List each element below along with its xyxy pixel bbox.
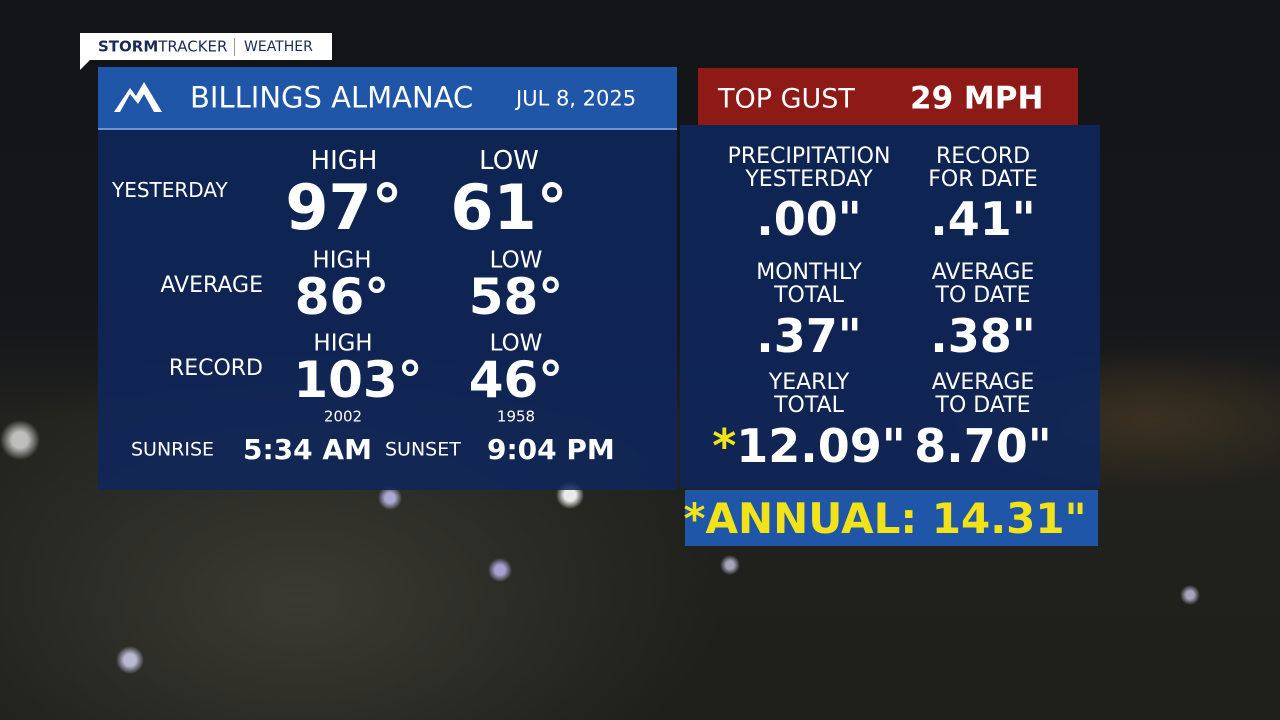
asterisk: * [712,419,737,473]
precip-label: YESTERDAY [745,167,873,192]
precip-label: YEARLY [768,370,850,395]
precip-label: PRECIPITATION [727,144,891,169]
brand-bold: STORM [98,37,159,56]
precip-label: FOR DATE [928,167,1038,192]
gust-bar [698,68,1078,125]
sunset-label: SUNSET [385,438,461,461]
low-label: LOW [479,146,539,176]
precip-label: AVERAGE [931,370,1035,395]
low-label: LOW [489,247,543,274]
low-temp: 58° [468,268,564,326]
gust-label: TOP GUST [718,83,855,115]
precip-value: 8.70" [914,423,1051,469]
precip-value: .00" [756,196,861,242]
sunrise-time: 5:34 AM [243,433,372,466]
precip-label: TO DATE [935,393,1031,418]
temperature-panel [98,128,677,490]
brand-tab-tail [80,60,90,70]
high-temp: 86° [294,268,390,326]
sunset-time: 9:04 PM [487,433,615,466]
precip-label: TOTAL [774,393,844,418]
precip-label: TOTAL [774,283,844,308]
precip-amount: .41" [930,192,1036,246]
record-year: 1958 [496,407,536,426]
precip-amount: .00" [756,192,862,246]
high-temp: 103° [293,351,423,409]
precip-value: .38" [930,313,1035,359]
header-title: BILLINGS ALMANAC [190,80,474,115]
high-label: HIGH [310,146,378,176]
precip-value: *12.09" [712,423,906,469]
header-date: JUL 8, 2025 [516,86,637,111]
precipitation-panel [680,125,1100,488]
row-label: AVERAGE [160,273,263,298]
high-label: HIGH [312,247,372,274]
precip-label: AVERAGE [931,260,1035,285]
low-label: LOW [489,330,543,357]
high-temp: 97° [285,171,403,244]
row-label: RECORD [168,356,263,381]
precip-amount: 12.09" [736,419,906,473]
precip-label: TO DATE [935,283,1031,308]
high-label: HIGH [313,330,373,357]
annual-total: *ANNUAL: 14.31" [683,494,1087,543]
low-temp: 61° [450,171,568,244]
low-temp: 46° [468,351,564,409]
precip-value: .37" [756,313,861,359]
brand-light: TRACKER [158,37,228,56]
brand-divider [234,38,235,56]
mountain-icon [114,82,162,112]
precip-amount: .38" [930,309,1036,363]
precip-value: .41" [930,196,1035,242]
record-year: 2002 [323,407,363,426]
precip-amount: .37" [756,309,862,363]
precip-label: MONTHLY [756,260,862,285]
header-bar [98,67,677,130]
annual-bar [685,490,1098,546]
precip-label: RECORD [935,144,1031,169]
sunrise-label: SUNRISE [131,438,215,461]
brand: STORMTRACKER [98,37,228,56]
brand-section: WEATHER [244,39,313,55]
row-label: YESTERDAY [112,178,228,202]
gust-value: 29 MPH [910,80,1044,117]
precip-amount: 8.70" [914,419,1052,473]
brand-tab [80,33,332,60]
